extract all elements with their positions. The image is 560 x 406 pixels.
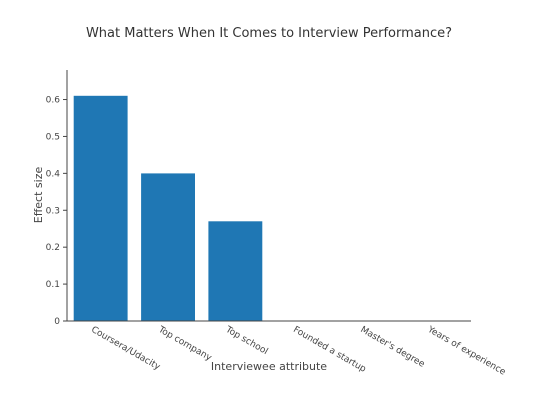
y-tick-label-2: 0.2	[46, 243, 60, 253]
bar-1	[141, 173, 195, 321]
x-tick-label-4: Master's degree	[359, 325, 427, 370]
y-tick-label-5: 0.5	[46, 132, 60, 142]
y-tick-label-0: 0	[54, 317, 60, 327]
bar-0	[73, 95, 128, 321]
x-tick-label-1: Top company	[156, 324, 214, 363]
chart-title: What Matters When It Comes to Interview …	[86, 26, 452, 41]
y-ticks: 0 0.1 0.2 0.3 0.4 0.5 0.6	[46, 96, 67, 327]
y-axis-title: Effect size	[32, 167, 45, 224]
x-tick-label-2: Top school	[223, 324, 269, 357]
x-tick-label-0: Coursera/Udacity	[89, 325, 162, 373]
y-tick-label-6: 0.6	[46, 96, 61, 106]
x-axis-title: Interviewee attribute	[211, 360, 327, 373]
bars-group	[73, 95, 263, 321]
y-tick-label-4: 0.4	[46, 169, 61, 179]
y-tick-label-3: 0.3	[46, 206, 60, 216]
x-tick-label-5: Years of experience	[425, 324, 507, 377]
y-tick-label-1: 0.1	[46, 280, 60, 290]
bar-2	[208, 221, 263, 321]
